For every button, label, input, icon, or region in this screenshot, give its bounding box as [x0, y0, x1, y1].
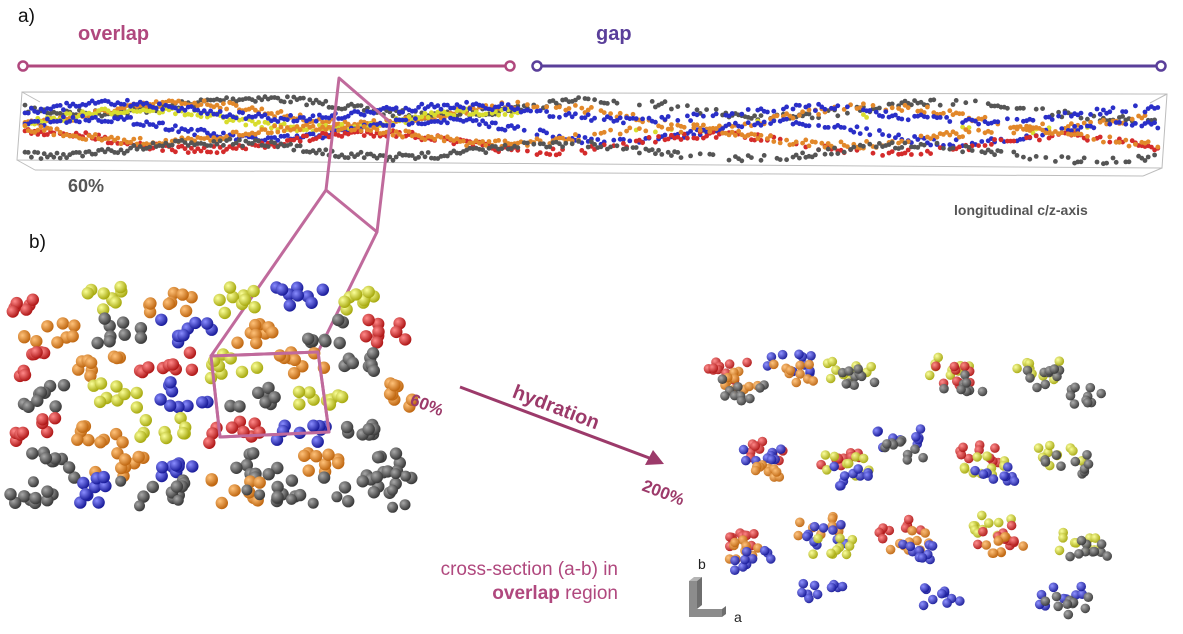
caption-rest: region: [559, 582, 618, 604]
caption-line1: cross-section (a-b) in: [440, 559, 618, 580]
axis-b-label: b: [698, 556, 706, 572]
panel-label-a: a): [18, 6, 35, 27]
overlap-region-bar: [17, 60, 516, 72]
fibril-box: [16, 91, 1168, 177]
caption-emphasis: overlap: [492, 582, 560, 604]
cross-section-200: [703, 349, 1112, 620]
cross-section-caption: cross-section (a-b) in overlap region: [398, 558, 618, 606]
gap-label: gap: [596, 23, 632, 45]
ab-axes-icon: [689, 577, 726, 617]
cross-section-60: [4, 280, 419, 513]
axis-a-label: a: [734, 609, 742, 625]
gap-region-bar: [531, 60, 1167, 72]
cross-section-frame-front: [209, 350, 331, 439]
collagen-fibril-model: [22, 94, 1161, 167]
hydration-arrow: [459, 385, 664, 465]
overlap-label: overlap: [78, 23, 150, 45]
axis-label: longitudinal c/z-axis: [954, 202, 1088, 218]
fibril-hydration-label: 60%: [68, 176, 105, 196]
panel-label-b: b): [29, 232, 46, 253]
